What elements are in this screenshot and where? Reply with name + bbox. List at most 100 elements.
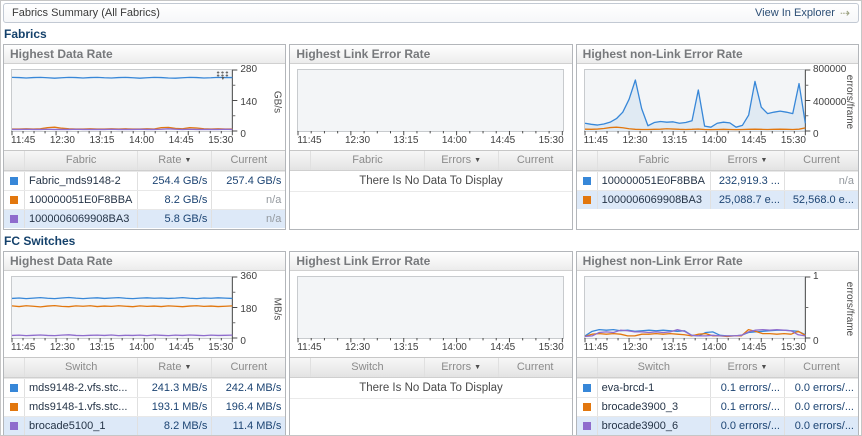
table-row[interactable]: 1000006069908BA3 5.8 GB/s n/a (4, 209, 286, 228)
column-header-current[interactable]: Current (211, 151, 285, 170)
metric-value: 232,919.3 ... (709, 172, 784, 190)
panel-fabrics-highest-data-rate: Highest Data Rate ▾ 11:45 12:30 13:15 14:00 14… (3, 44, 287, 230)
column-header-current[interactable]: Current (211, 358, 285, 377)
entity-name: brocade3900_6 (596, 417, 710, 435)
current-value: n/a (211, 191, 285, 209)
table-header-row: Fabric Rate ▼ Current (4, 151, 286, 171)
table-row[interactable]: mds9148-1.vfs.stc... 193.1 MB/s 196.4 MB/s (4, 397, 286, 416)
y-axis-unit: errors/frame (843, 74, 855, 130)
current-value: 242.4 MB/s (211, 379, 285, 397)
entity-name: brocade3900_3 (596, 398, 710, 416)
y-axis-label: 180 (240, 303, 258, 315)
x-axis-label: 14:45 (490, 342, 516, 353)
panel-title: Highest non-Link Error Rate (576, 45, 858, 64)
table-header-row: Fabric Errors ▼ Current (576, 151, 858, 171)
entity-name: eva-brcd-1 (596, 379, 710, 397)
x-axis-label: 15:30 (538, 342, 564, 353)
panel-title: Highest Link Error Rate (290, 252, 572, 271)
sort-desc-icon: ▼ (760, 157, 768, 164)
no-data-message: There Is No Data To Display (290, 171, 572, 192)
column-header-switch[interactable]: Switch (310, 358, 423, 377)
series-color-swatch (10, 215, 18, 223)
panel-title: Highest Data Rate (4, 252, 286, 271)
x-axis-label: 14:00 (441, 342, 467, 353)
column-header-rate[interactable]: Rate ▼ (137, 151, 211, 170)
table-row[interactable]: 1000006069908BA3 25,088.7 e... 52,568.0 e.… (576, 190, 858, 209)
panel-table: Switch Errors ▼ Current There Is No Data To … (290, 357, 572, 435)
entity-name: 1000006069908BA3 (596, 191, 710, 209)
swatch-column-header (4, 151, 24, 170)
y-axis-label: 0 (240, 336, 246, 347)
column-header-errors[interactable]: Errors ▼ (709, 358, 784, 377)
panel-fc-switches-highest-data-rate: Highest Data Rate 11:45 12:30 13:15 14:00 14:… (3, 251, 287, 435)
table-row[interactable]: eva-brcd-1 0.1 errors/... 0.0 errors/... (576, 378, 858, 397)
column-header-errors[interactable]: Errors ▼ (423, 358, 498, 377)
entity-name: 100000051E0F8BBA (24, 191, 137, 209)
column-header-fabric[interactable]: Fabric (596, 151, 710, 170)
x-axis-label: 13:15 (89, 342, 115, 353)
current-value: 0.0 errors/... (783, 398, 858, 416)
y-axis-unit: errors/frame (843, 281, 855, 337)
view-in-explorer-label: View In Explorer (755, 7, 835, 19)
table-row[interactable]: brocade3900_3 0.1 errors/... 0.0 errors/..… (576, 397, 858, 416)
x-axis-label: 11:45 (11, 342, 36, 353)
swatch-column-header (577, 151, 597, 170)
metric-value: 0.0 errors/... (709, 417, 784, 435)
x-axis-label: 15:30 (780, 342, 806, 353)
x-axis-label: 12:30 (345, 135, 371, 146)
x-axis-label: 13:15 (89, 135, 115, 146)
column-header-current[interactable]: Current (497, 151, 572, 170)
page-title: Fabrics Summary (All Fabrics) (12, 7, 160, 19)
table-row[interactable]: brocade5100_1 8.2 MB/s 11.4 MB/s (4, 416, 286, 435)
table-row[interactable]: brocade3900_6 0.0 errors/... 0.0 errors/..… (576, 416, 858, 435)
table-row[interactable]: 100000051E0F8BBA 8.2 GB/s n/a (4, 190, 286, 209)
table-header-row: Switch Rate ▼ Current (4, 358, 286, 378)
column-header-errors[interactable]: Errors ▼ (423, 151, 498, 170)
column-header-fabric[interactable]: Fabric (24, 151, 137, 170)
view-in-explorer-link[interactable]: View In Explorer ⇢ (755, 7, 850, 19)
sort-desc-icon: ▼ (474, 364, 482, 371)
table-row[interactable]: 100000051E0F8BBA 232,919.3 ... n/a (576, 171, 858, 190)
y-axis-unit: MB/s (271, 297, 283, 321)
column-header-rate[interactable]: Rate ▼ (137, 358, 211, 377)
column-header-fabric[interactable]: Fabric (310, 151, 423, 170)
legend-icon[interactable]: ▾ (216, 71, 230, 82)
chart-plot-area (583, 69, 806, 132)
x-axis-label: 14:00 (701, 135, 727, 146)
column-header-errors[interactable]: Errors ▼ (709, 151, 784, 170)
header-bar: Fabrics Summary (All Fabrics) View In Ex… (3, 3, 859, 23)
x-axis: 11:45 12:30 13:15 14:00 14:45 15:30 (11, 339, 233, 357)
x-axis-label: 14:00 (441, 135, 467, 146)
panel-table: Fabric Errors ▼ Current 100000051E0F8BBA 232,… (576, 150, 858, 229)
panel-title: Highest Data Rate (4, 45, 286, 64)
series-color-swatch (582, 196, 591, 204)
entity-name: Fabric_mds9148-2 (24, 172, 137, 190)
y-axis-label: 800000 (812, 64, 847, 75)
column-header-current[interactable]: Current (783, 358, 858, 377)
chart-highest-data-rate: 11:45 12:30 13:15 14:00 14:45 15:30 360 180 0 MB/… (4, 271, 285, 357)
table-header-row: Fabric Errors ▼ Current (290, 151, 572, 171)
y-axis-label: 0 (812, 336, 819, 347)
metric-value: 193.1 MB/s (137, 398, 211, 416)
x-axis-label: 14:45 (168, 135, 194, 146)
metric-value: 5.8 GB/s (137, 210, 211, 228)
table-row[interactable]: Fabric_mds9148-2 254.4 GB/s 257.4 GB/s (4, 171, 286, 190)
column-header-current[interactable]: Current (497, 358, 572, 377)
x-axis-label: 13:15 (393, 342, 419, 353)
series-color-swatch (10, 422, 18, 430)
table-row[interactable]: mds9148-2.vfs.stc... 241.3 MB/s 242.4 MB/s (4, 378, 286, 397)
column-header-switch[interactable]: Switch (24, 358, 137, 377)
x-axis-label: 11:45 (11, 135, 36, 146)
panel-fc-switches-highest-non-link-error-rate: Highest non-Link Error Rate 11:45 12:30 13:… (575, 251, 859, 435)
column-header-switch[interactable]: Switch (596, 358, 710, 377)
y-axis-label: 400000 (812, 96, 847, 108)
chart-highest-link-error-rate: 11:45 12:30 13:15 14:00 14:45 15:30 (290, 64, 571, 150)
table-header-row: Switch Errors ▼ Current (290, 358, 572, 378)
column-header-current[interactable]: Current (783, 151, 858, 170)
y-axis: 800000 400000 0 errors/frame (806, 65, 856, 140)
x-axis: 11:45 12:30 13:15 14:00 14:45 15:30 (584, 132, 806, 150)
x-axis-label: 14:45 (490, 135, 516, 146)
section-label-fc-switches: FC Switches (4, 234, 76, 248)
x-axis: 11:45 12:30 13:15 14:00 14:45 15:30 (584, 339, 806, 357)
